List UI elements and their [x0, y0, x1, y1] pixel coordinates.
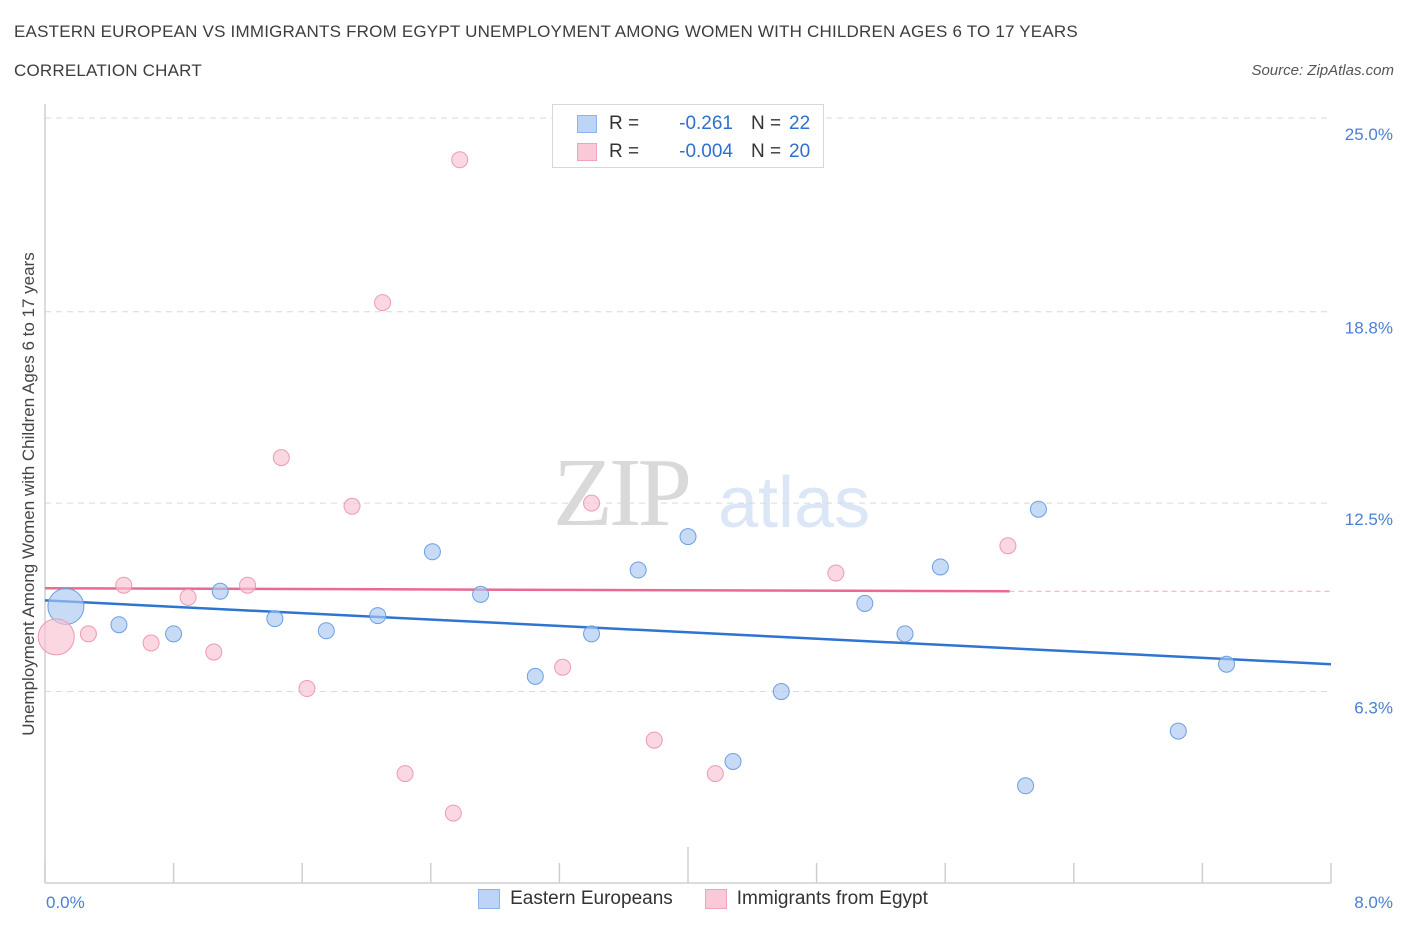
y-tick-label: 6.3%: [1354, 699, 1393, 718]
trend-line-pink: [44, 586, 1010, 593]
data-point-blue: [1029, 500, 1047, 518]
axes: [44, 104, 1332, 884]
data-point-blue: [110, 616, 128, 634]
correlation-legend: R = -0.261 N = 22 R = -0.004 N = 20: [552, 104, 824, 168]
data-point-blue: [931, 558, 949, 576]
chart-subtitle: CORRELATION CHART: [14, 61, 202, 80]
data-point-pink: [374, 294, 392, 312]
data-point-blue: [679, 528, 697, 546]
data-points: [37, 151, 1236, 822]
data-point-blue: [1017, 777, 1035, 795]
legend-r-value: -0.261: [679, 113, 733, 134]
data-point-pink: [79, 625, 97, 643]
legend-r-label: R =: [609, 141, 640, 162]
data-point-pink: [343, 497, 361, 515]
y-axis-label: Unemployment Among Women with Children A…: [19, 252, 38, 736]
series-legend: Eastern Europeans Immigrants from Egypt: [0, 888, 1406, 910]
series-swatch-pink: [704, 889, 727, 909]
legend-n-value: 22: [789, 113, 811, 134]
y-tick-label: 18.8%: [1345, 319, 1393, 338]
data-point-blue: [583, 625, 601, 643]
series-legend-label: Immigrants from Egypt: [736, 888, 928, 909]
series-legend-item-egypt: Immigrants from Egypt: [704, 888, 928, 910]
data-point-pink: [706, 765, 724, 783]
data-point-pink: [554, 658, 572, 676]
data-point-blue: [317, 622, 335, 640]
legend-swatch-pink: [577, 143, 597, 161]
data-point-pink: [37, 618, 75, 656]
data-point-pink: [205, 643, 223, 661]
tick-labels: 6.3% 12.5% 18.8% 25.0% 0.0% 8.0%: [46, 125, 1393, 912]
data-point-pink: [444, 804, 462, 822]
series-legend-label: Eastern Europeans: [510, 888, 673, 909]
data-point-pink: [827, 564, 845, 582]
data-point-pink: [583, 494, 601, 512]
legend-n-label: N =: [751, 141, 782, 162]
source-credit: Source: ZipAtlas.com: [1251, 62, 1394, 79]
data-point-pink: [999, 537, 1017, 555]
data-point-blue: [165, 625, 183, 643]
data-point-pink: [645, 731, 663, 749]
y-tick-label: 12.5%: [1345, 510, 1393, 529]
data-point-blue: [856, 594, 874, 612]
data-point-blue: [369, 607, 387, 625]
legend-swatch-blue: [577, 115, 597, 133]
data-point-blue: [472, 585, 490, 603]
gridlines: [45, 117, 1331, 693]
series-legend-item-eastern-europeans: Eastern Europeans: [478, 888, 673, 910]
trend-lines: [44, 586, 1332, 666]
legend-r-value: -0.004: [679, 141, 733, 162]
data-point-blue: [724, 752, 742, 770]
data-point-blue: [423, 543, 441, 561]
data-point-blue: [896, 625, 914, 643]
data-point-pink: [239, 576, 257, 594]
data-point-blue: [526, 667, 544, 685]
data-point-pink: [115, 576, 133, 594]
data-point-blue: [629, 561, 647, 579]
legend-row-egypt: R = -0.004 N = 20: [577, 140, 810, 164]
trend-line-blue: [44, 599, 1332, 666]
data-point-blue: [1218, 655, 1236, 673]
data-point-blue: [211, 582, 229, 600]
legend-n-value: 20: [789, 141, 811, 162]
data-point-pink: [179, 588, 197, 606]
data-point-pink: [396, 765, 414, 783]
x-tick-label: 0.0%: [46, 893, 85, 912]
watermark-zip: ZIP: [553, 439, 688, 547]
chart-title: EASTERN EUROPEAN VS IMMIGRANTS FROM EGYP…: [14, 22, 1078, 41]
x-tick-label: 8.0%: [1354, 893, 1393, 912]
watermark: ZIP atlas: [553, 439, 870, 547]
data-point-blue: [1169, 722, 1187, 740]
legend-n-label: N =: [751, 113, 782, 134]
data-point-blue: [266, 610, 284, 628]
data-point-pink: [451, 151, 469, 169]
y-tick-label: 25.0%: [1345, 125, 1393, 144]
data-point-pink: [298, 680, 316, 698]
series-swatch-blue: [478, 889, 501, 909]
legend-r-label: R =: [609, 113, 640, 134]
data-point-pink: [272, 449, 290, 467]
data-point-blue: [772, 683, 790, 701]
legend-row-eastern-europeans: R = -0.261 N = 22: [577, 112, 810, 136]
data-point-pink: [142, 634, 160, 652]
